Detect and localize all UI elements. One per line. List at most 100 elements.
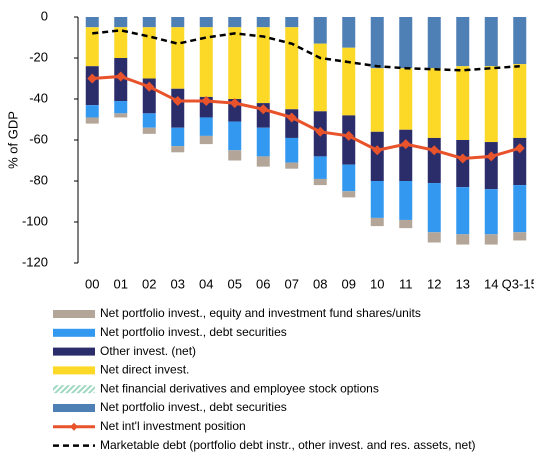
x-tick-label: 02 [142, 276, 156, 291]
bar-segment [427, 137, 441, 184]
bar-segment [114, 27, 128, 58]
legend-swatch [53, 404, 95, 412]
bar-segment [513, 185, 527, 233]
bar-segment [342, 17, 356, 48]
bar-segment [513, 232, 527, 241]
y-axis-label: % of GDP [5, 111, 20, 169]
bar-segment [228, 17, 242, 28]
line [92, 74, 521, 160]
legend-label: Net direct invest. [100, 363, 189, 377]
y-tick-label: -100 [22, 213, 48, 228]
bar-segment [484, 189, 498, 235]
bar-segment [484, 142, 498, 190]
marker [258, 104, 269, 115]
x-tick-label: 10 [370, 276, 384, 291]
legend-label: Net portfolio invest., debt securities [100, 400, 287, 414]
bar-segment [456, 234, 470, 245]
bar-segment [427, 68, 441, 138]
bar-segment [399, 219, 413, 229]
bar-segment [199, 17, 213, 28]
bar-segment [256, 156, 270, 167]
legend-swatch [53, 366, 95, 375]
bar-segment [427, 183, 441, 233]
bar-segment [342, 47, 356, 116]
x-tick-label: 05 [228, 276, 242, 291]
x-tick-label: Q3-15 [502, 276, 534, 291]
marker [87, 73, 98, 84]
y-tick-label: -120 [22, 254, 48, 269]
x-tick-label: 14 [484, 276, 498, 291]
x-tick-label: 11 [399, 276, 413, 291]
x-tick-label: 04 [199, 276, 213, 291]
x-tick-label: 00 [85, 276, 99, 291]
x-tick-label: 06 [256, 276, 270, 291]
bar-segment [370, 131, 384, 181]
bar-segment [171, 127, 185, 147]
bar-segment [199, 135, 213, 145]
bar-segment [313, 17, 327, 44]
legend-swatch [53, 385, 95, 394]
x-tick-label: 07 [285, 276, 299, 291]
x-tick-label: 01 [114, 276, 128, 291]
x-tick-label: 03 [171, 276, 185, 291]
bar-segment [114, 17, 128, 28]
bar-segment [399, 17, 413, 69]
bar-segment [285, 27, 299, 110]
y-tick-label: -20 [29, 49, 48, 64]
x-tick-label: 13 [456, 276, 470, 291]
bar-segment [285, 162, 299, 169]
bar-segment [370, 68, 384, 132]
y-tick-label: 0 [41, 8, 48, 23]
bar-segment [199, 27, 213, 97]
bar-segment [399, 181, 413, 220]
marker [400, 139, 411, 150]
bar-segment [456, 187, 470, 235]
legend-swatch [53, 328, 95, 337]
bar-segment [199, 117, 213, 136]
bar-segment [427, 232, 441, 243]
bar-segment [313, 178, 327, 186]
marker [315, 126, 326, 137]
bar-segment [370, 217, 384, 227]
bar-segment [171, 17, 185, 28]
bar-segment [85, 27, 99, 67]
marker [429, 145, 440, 156]
bar-segment [85, 17, 99, 28]
marker [144, 81, 155, 92]
legend-label: Marketable debt (portfolio debt instr., … [100, 438, 476, 452]
bar-segment [484, 234, 498, 245]
bar-segment [370, 181, 384, 218]
bar-segment [142, 27, 156, 79]
bar-segment [399, 129, 413, 181]
bar-segment [85, 66, 99, 106]
bar-segment [85, 105, 99, 118]
legend-swatch [53, 310, 95, 318]
bar-segment [513, 64, 527, 138]
bar-segment [171, 146, 185, 153]
marker [514, 143, 525, 154]
legend-swatch [53, 347, 95, 356]
bar-segment [342, 191, 356, 198]
bar-segment [256, 127, 270, 157]
bar-segment [256, 27, 270, 104]
legend-label: Net financial derivatives and employee s… [100, 381, 379, 395]
bar-segment [456, 66, 470, 140]
bar-segment [484, 66, 498, 143]
bar-segment [142, 113, 156, 128]
bar-segment [456, 140, 470, 188]
marker [457, 153, 468, 164]
bar-segment [484, 17, 498, 67]
bar-segment [256, 17, 270, 28]
bar-segment [228, 121, 242, 151]
marker [372, 145, 383, 156]
bar-segment [228, 150, 242, 161]
bar-segment [313, 156, 327, 179]
line [92, 29, 520, 72]
bar-segment [142, 17, 156, 28]
legend-label: Net portfolio invest., equity and invest… [100, 306, 421, 320]
bar-segment [370, 17, 384, 69]
legend-marker [70, 422, 78, 431]
marker [115, 71, 126, 82]
x-tick-label: 08 [313, 276, 327, 291]
